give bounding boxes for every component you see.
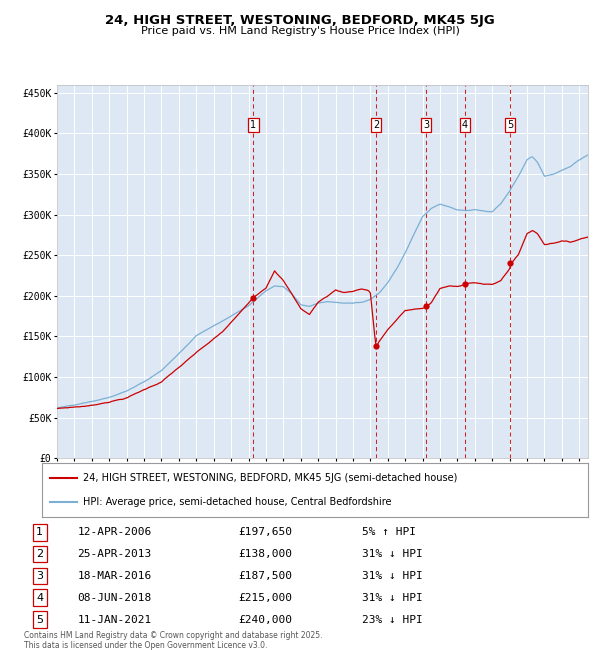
Text: 25-APR-2013: 25-APR-2013 — [77, 549, 152, 559]
Text: 31% ↓ HPI: 31% ↓ HPI — [362, 593, 423, 603]
Text: 23% ↓ HPI: 23% ↓ HPI — [362, 615, 423, 625]
Text: 5: 5 — [36, 615, 43, 625]
Text: Contains HM Land Registry data © Crown copyright and database right 2025.: Contains HM Land Registry data © Crown c… — [24, 630, 323, 640]
Text: £138,000: £138,000 — [238, 549, 292, 559]
Text: 31% ↓ HPI: 31% ↓ HPI — [362, 571, 423, 581]
Text: £240,000: £240,000 — [238, 615, 292, 625]
Text: HPI: Average price, semi-detached house, Central Bedfordshire: HPI: Average price, semi-detached house,… — [83, 497, 391, 508]
Text: £197,650: £197,650 — [238, 527, 292, 537]
Text: 18-MAR-2016: 18-MAR-2016 — [77, 571, 152, 581]
Text: 5: 5 — [507, 120, 514, 130]
Text: 1: 1 — [36, 527, 43, 537]
Text: This data is licensed under the Open Government Licence v3.0.: This data is licensed under the Open Gov… — [24, 642, 268, 650]
Text: 12-APR-2006: 12-APR-2006 — [77, 527, 152, 537]
Text: £187,500: £187,500 — [238, 571, 292, 581]
Text: 24, HIGH STREET, WESTONING, BEDFORD, MK45 5JG (semi-detached house): 24, HIGH STREET, WESTONING, BEDFORD, MK4… — [83, 473, 457, 483]
Text: 3: 3 — [423, 120, 430, 130]
Text: 2: 2 — [36, 549, 43, 559]
Text: 08-JUN-2018: 08-JUN-2018 — [77, 593, 152, 603]
Text: 5% ↑ HPI: 5% ↑ HPI — [362, 527, 416, 537]
Text: 4: 4 — [36, 593, 43, 603]
Text: 24, HIGH STREET, WESTONING, BEDFORD, MK45 5JG: 24, HIGH STREET, WESTONING, BEDFORD, MK4… — [105, 14, 495, 27]
Text: 3: 3 — [36, 571, 43, 581]
Text: Price paid vs. HM Land Registry's House Price Index (HPI): Price paid vs. HM Land Registry's House … — [140, 26, 460, 36]
Text: 11-JAN-2021: 11-JAN-2021 — [77, 615, 152, 625]
Text: £215,000: £215,000 — [238, 593, 292, 603]
Text: 31% ↓ HPI: 31% ↓ HPI — [362, 549, 423, 559]
Text: 4: 4 — [462, 120, 468, 130]
Text: 2: 2 — [373, 120, 379, 130]
Text: 1: 1 — [250, 120, 256, 130]
